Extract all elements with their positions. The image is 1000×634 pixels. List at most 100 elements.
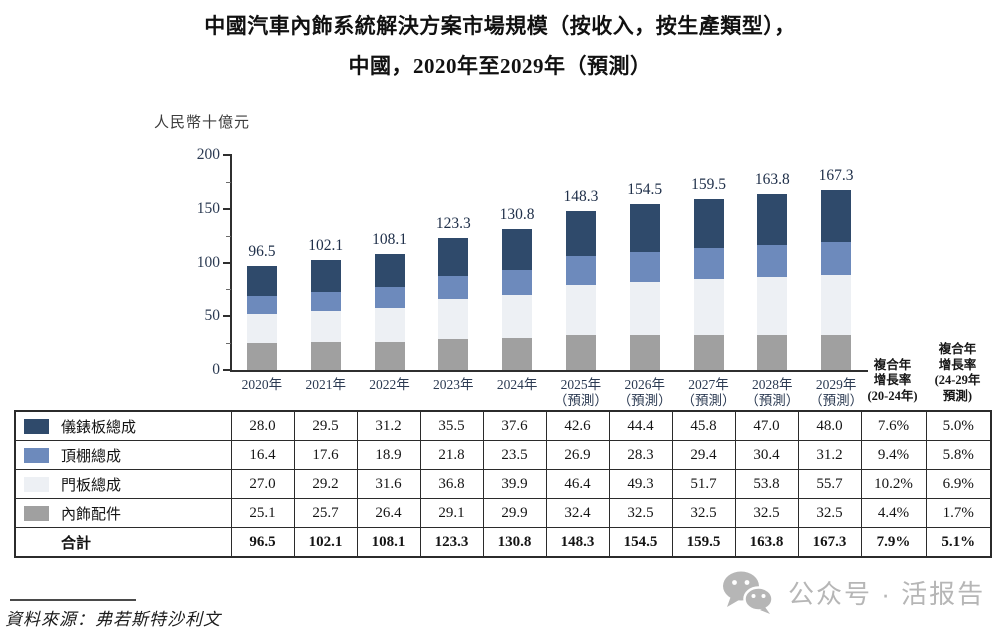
bar-segment-headliner-assembly: [438, 275, 469, 300]
bar-segment-dashboard-assembly: [629, 203, 660, 252]
bar-segment-door-panel-assembly: [757, 277, 788, 336]
x-axis-label-year: 2025年: [560, 377, 602, 392]
value-cell: 29.9: [482, 498, 547, 528]
value-cell: 37.6: [482, 410, 547, 441]
bar-segment-door-panel-assembly: [565, 285, 596, 336]
value-cell: 17.6: [293, 440, 358, 470]
x-axis-label-forecast: （預測）: [681, 393, 736, 408]
value-cell: 32.5: [671, 498, 736, 528]
bar-segment-interior-accessories: [502, 337, 533, 370]
watermark-text: 公众号 · 活报告: [788, 578, 986, 609]
row-label-cell: 合計: [14, 527, 232, 558]
bar-segment-door-panel-assembly: [821, 275, 852, 336]
bar-segment-interior-accessories: [693, 335, 724, 370]
value-cell: 163.8: [734, 527, 799, 558]
value-cell: 28.0: [230, 410, 295, 441]
cagr-cell: 10.2%: [860, 469, 927, 499]
bar-segment-door-panel-assembly: [693, 279, 724, 336]
value-cell: 45.8: [671, 410, 736, 441]
series-label: 內飾配件: [61, 506, 122, 523]
bar-segment-door-panel-assembly: [246, 313, 277, 343]
row-label-cell: 內飾配件: [14, 498, 232, 528]
bar-segment-interior-accessories: [246, 343, 277, 370]
bar-segment-door-panel-assembly: [438, 299, 469, 339]
x-axis-label-forecast: （預測）: [617, 393, 672, 408]
x-axis-label-year: 2027年: [688, 377, 729, 392]
cagr-cell: 7.6%: [860, 410, 927, 441]
table-row: 頂棚總成 16.4 17.6 18.9 21.8 23.5 26.9 28.3 29.4 30.4…: [14, 440, 992, 470]
bar-segment-headliner-assembly: [629, 251, 660, 283]
table-total-row: 合計 96.5 102.1 108.1 123.3 130.8 148.3 154.5 159.…: [14, 527, 992, 558]
value-cell: 167.3: [797, 527, 862, 558]
bar-total-label: 96.5: [248, 243, 276, 261]
value-cell: 29.2: [293, 469, 358, 499]
x-axis-label-year: 2029年: [815, 377, 857, 392]
value-cell: 16.4: [230, 440, 295, 470]
value-cell: 35.5: [419, 410, 484, 441]
chart-title-line1: 中國汽車內飾系統解決方案市場規模（按收入，按生產類型），: [204, 14, 796, 38]
cagr-header-2: 複合年 增長率 (24-29年 預測): [925, 342, 990, 404]
x-axis-label-year: 2021年: [305, 377, 346, 392]
source-note: 資料來源：弗若斯特沙利文: [5, 610, 221, 629]
cagr-cell: 5.1%: [925, 527, 992, 558]
bar-segment-headliner-assembly: [374, 287, 405, 308]
x-axis-label: 2020年: [224, 377, 300, 393]
x-axis-label: 2021年: [288, 377, 364, 393]
data-table: 儀錶板總成 28.0 29.5 31.2 35.5 37.6 42.6 44.4 45.8 47.…: [14, 410, 992, 558]
value-cell: 102.1: [293, 527, 358, 558]
bar-segment-door-panel-assembly: [629, 282, 660, 336]
value-cell: 51.7: [671, 469, 736, 499]
value-cell: 130.8: [482, 527, 547, 558]
bar-segment-headliner-assembly: [693, 247, 724, 280]
wechat-icon: [723, 571, 774, 614]
y-tick-minor-mark: [226, 343, 231, 345]
series-label: 頂棚總成: [61, 448, 122, 465]
value-cell: 39.9: [482, 469, 547, 499]
y-tick-mark: [223, 207, 231, 210]
y-tick-label: 50: [204, 307, 221, 325]
bar-segment-dashboard-assembly: [757, 194, 788, 245]
y-tick-minor-mark: [226, 289, 231, 291]
bar-total-label: 163.8: [754, 171, 790, 189]
x-axis-label-year: 2020年: [241, 377, 283, 392]
x-axis-label-year: 2023年: [433, 377, 474, 392]
x-axis-label: 2026年 （預測）: [607, 377, 683, 409]
x-axis-label: 2029年 （預測）: [798, 377, 874, 409]
value-cell: 30.4: [734, 440, 799, 470]
y-tick-label: 0: [212, 361, 220, 378]
cagr-header-line: 複合年: [873, 357, 912, 372]
x-axis-label: 2028年 （預測）: [734, 377, 810, 409]
value-cell: 29.5: [293, 410, 358, 441]
value-cell: 49.3: [608, 469, 673, 499]
value-cell: 25.7: [293, 498, 358, 528]
value-cell: 53.8: [734, 469, 799, 499]
cagr-header-line: 增長率: [873, 373, 912, 387]
value-cell: 48.0: [797, 410, 862, 441]
legend-swatch-door-panel-assembly: [24, 476, 49, 492]
bar-segment-headliner-assembly: [821, 241, 852, 276]
cagr-cell: 7.9%: [860, 527, 927, 558]
bar-segment-dashboard-assembly: [438, 237, 469, 276]
value-cell: 21.8: [419, 440, 484, 470]
value-cell: 32.5: [797, 498, 862, 528]
series-label: 儀錶板總成: [61, 419, 137, 436]
x-axis-label: 2022年: [352, 377, 428, 393]
series-label: 門板總成: [61, 477, 122, 494]
value-cell: 47.0: [734, 410, 799, 441]
x-axis-label-year: 2024年: [496, 377, 538, 392]
value-cell: 32.4: [545, 498, 610, 528]
bar-segment-interior-accessories: [821, 335, 852, 370]
bar-segment-interior-accessories: [757, 335, 788, 370]
cagr-header-line: (20-24年): [867, 388, 918, 403]
value-cell: 44.4: [608, 410, 673, 441]
y-axis-unit-label: 人民幣十億元: [154, 115, 251, 131]
x-axis-label-forecast: （預測）: [745, 393, 800, 408]
value-cell: 18.9: [356, 440, 421, 470]
bar-segment-dashboard-assembly: [821, 190, 852, 242]
cagr-header-line: 複合年: [938, 342, 977, 356]
bar-total-label: 154.5: [627, 180, 663, 198]
y-tick-mark: [223, 369, 231, 371]
bar-total-label: 148.3: [563, 187, 599, 205]
bar-segment-headliner-assembly: [502, 269, 533, 295]
